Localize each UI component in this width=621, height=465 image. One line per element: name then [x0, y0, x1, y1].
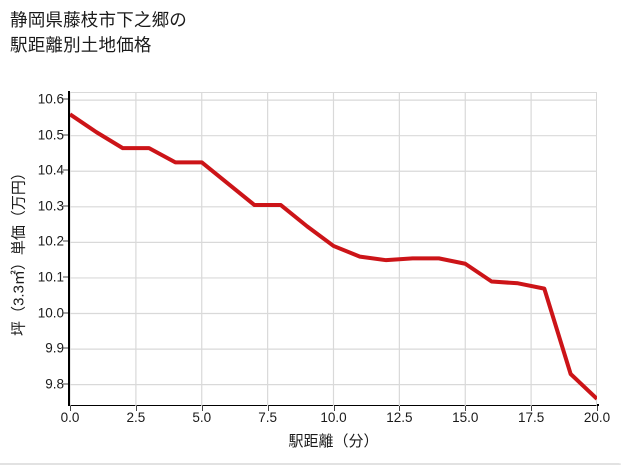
x-tick-mark — [135, 406, 137, 411]
data-series — [70, 112, 597, 401]
x-tick-label: 20.0 — [583, 410, 611, 425]
x-tick-mark — [201, 406, 203, 411]
x-tick-mark — [70, 406, 71, 411]
y-axis-label-wrap: 坪（3.3㎡）単価（万円） — [0, 100, 36, 400]
y-tick-mark — [63, 312, 68, 314]
x-tick-label: 12.5 — [386, 410, 413, 425]
x-tick-label: 7.5 — [258, 410, 278, 425]
x-tick-label: 5.0 — [192, 410, 212, 425]
x-tick-label: 2.5 — [126, 410, 146, 425]
x-tick-label: 15.0 — [452, 410, 479, 425]
x-tick-mark — [399, 406, 401, 411]
y-tick-mark — [63, 98, 68, 100]
x-tick-label: 10.0 — [320, 410, 347, 425]
y-tick-label: 10.5 — [37, 127, 64, 143]
y-tick-label: 9.8 — [45, 376, 64, 392]
y-tick-label: 10.1 — [37, 269, 64, 285]
x-tick-mark — [465, 406, 467, 411]
chart-canvas — [70, 93, 597, 406]
y-tick-mark — [63, 347, 68, 349]
y-tick-mark — [63, 240, 68, 242]
x-tick-label: 17.5 — [517, 410, 545, 425]
chart-title: 静岡県藤枝市下之郷の 駅距離別土地価格 — [10, 10, 187, 55]
y-tick-label: 10.0 — [37, 305, 64, 321]
x-tick-mark — [531, 406, 533, 411]
x-tick-label: 0.0 — [60, 410, 80, 425]
y-tick-mark — [63, 383, 68, 385]
y-tick-mark — [63, 276, 68, 278]
y-tick-label: 10.3 — [37, 198, 64, 214]
y-tick-label: 10.4 — [37, 162, 64, 178]
y-axis-label: 坪（3.3㎡）単価（万円） — [10, 165, 28, 336]
x-tick-mark — [267, 406, 269, 411]
y-tick-label: 9.9 — [45, 340, 64, 356]
x-axis-label: 駅距離（分） — [288, 433, 379, 450]
x-tick-mark — [333, 406, 335, 411]
y-tick-label: 10.2 — [37, 233, 64, 249]
y-tick-mark — [63, 205, 68, 207]
x-tick-mark — [597, 406, 598, 411]
plot-area — [70, 92, 597, 406]
y-tick-label: 10.6 — [37, 91, 64, 107]
gridlines — [70, 93, 597, 406]
y-tick-mark — [63, 169, 68, 171]
y-axis-ticks: 9.8 9.9 10.0 10.1 10.2 10.3 10.4 10.5 10.6 — [0, 0, 64, 463]
series-line — [70, 112, 597, 401]
y-axis-spine — [68, 91, 70, 406]
y-tick-mark — [63, 134, 68, 136]
